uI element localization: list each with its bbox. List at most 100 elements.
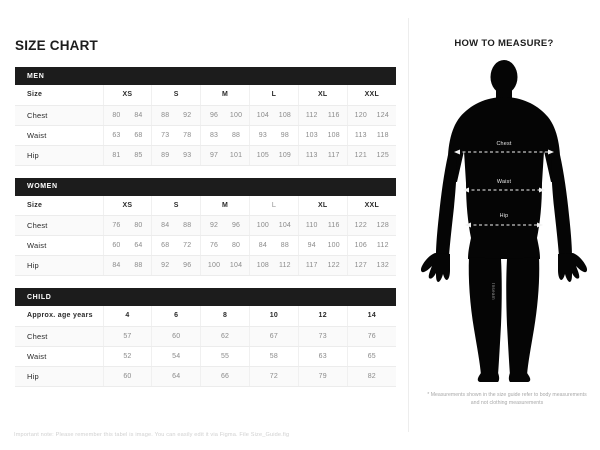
table-cell: 121 125 xyxy=(347,145,396,166)
value: 128 xyxy=(376,222,389,229)
value: 105 xyxy=(256,151,270,159)
table-cell: 127 132 xyxy=(347,255,396,276)
value: 120 xyxy=(354,111,367,119)
value-group: 76 80 xyxy=(104,222,152,229)
value-group: 100 104 xyxy=(201,262,249,269)
value-group: 93 98 xyxy=(250,132,298,139)
table-row: Chest 80 84 88 92 96 100 104 108 112 116 120 124 xyxy=(15,105,396,126)
table-cell: 112 116 xyxy=(298,105,348,126)
table-row: Chest 57 60 62 67 73 76 xyxy=(15,326,396,347)
value-group: 60 64 xyxy=(104,242,152,249)
value: 64 xyxy=(172,372,181,380)
value: 76 xyxy=(209,242,219,249)
table-cell: 113 118 xyxy=(347,125,396,146)
table-cell: 73 xyxy=(298,326,348,347)
table-cell: 122 128 xyxy=(347,215,396,236)
value: 122 xyxy=(327,262,340,269)
column-header-4: 4 xyxy=(103,306,153,327)
table-cell: 104 108 xyxy=(249,105,299,126)
value: 110 xyxy=(305,222,318,229)
table-cell: 54 xyxy=(151,346,202,367)
value: 100 xyxy=(327,242,340,249)
value-group: 106 112 xyxy=(348,242,396,249)
table-row: Hip 81 85 89 93 97 101 105 109 113 117 121 125 xyxy=(15,145,396,166)
body-figure: Chest Waist Hip Inseam xyxy=(408,55,600,385)
value: 96 xyxy=(209,111,219,119)
value: 106 xyxy=(354,242,367,249)
value-group: 84 88 xyxy=(250,242,298,249)
value-group: 66 xyxy=(201,373,249,380)
table-cell: 62 xyxy=(200,326,250,347)
value-group: 63 68 xyxy=(104,132,152,139)
value: 62 xyxy=(220,332,230,340)
value: 67 xyxy=(269,332,278,340)
table-cell: 76 80 xyxy=(103,215,153,236)
row-label: Hip xyxy=(15,366,104,387)
value: 88 xyxy=(231,131,241,139)
table-cell: 64 xyxy=(151,366,202,387)
value: 109 xyxy=(278,151,292,159)
column-header-l: L xyxy=(249,195,299,216)
table-cell: 57 xyxy=(103,326,153,347)
value: 54 xyxy=(172,352,181,360)
value-group: 121 125 xyxy=(348,152,396,159)
value-group: 67 xyxy=(250,333,298,340)
table-header-row: Approx. age years 4 6 8 10 12 14 xyxy=(15,306,396,327)
value-group: 96 100 xyxy=(201,112,249,119)
value: 96 xyxy=(183,262,192,269)
size-chart-panel: SIZE CHART MEN Size XS S M L XL XXL Chest 80 84 88 9… xyxy=(14,38,396,438)
table-cell: 58 xyxy=(249,346,299,367)
value: 92 xyxy=(183,111,192,119)
value: 112 xyxy=(279,262,291,269)
value: 97 xyxy=(209,151,219,159)
table-cell: 89 93 xyxy=(151,145,202,166)
value-group: 81 85 xyxy=(104,152,152,159)
value: 89 xyxy=(161,151,170,159)
size-sections: MEN Size XS S M L XL XXL Chest 80 84 88 92 96 100 104 10… xyxy=(15,67,396,387)
row-label: Hip xyxy=(15,255,104,276)
value: 132 xyxy=(376,262,389,269)
value: 104 xyxy=(278,222,292,229)
value: 79 xyxy=(318,372,327,380)
column-header-8: 8 xyxy=(200,306,250,327)
value-group: 63 xyxy=(299,353,347,360)
value-group: 79 xyxy=(299,373,347,380)
table-row: Chest 76 80 84 88 92 96 100 104 110 116 122 128 xyxy=(15,215,396,236)
value: 85 xyxy=(134,151,143,159)
value-group: 100 104 xyxy=(250,222,298,229)
table-cell: 60 xyxy=(151,326,202,347)
value: 84 xyxy=(258,242,267,249)
value-group: 113 118 xyxy=(348,132,396,139)
value-group: 84 88 xyxy=(152,222,200,229)
value: 117 xyxy=(305,262,318,269)
table-cell: 113 117 xyxy=(298,145,348,166)
table-cell: 106 112 xyxy=(347,235,396,256)
value-group: 97 101 xyxy=(201,152,249,159)
table-cell: 117 122 xyxy=(298,255,348,276)
column-header-m: M xyxy=(200,85,250,106)
table-cell: 63 xyxy=(298,346,348,367)
table-row: Hip 84 88 92 96 100 104 108 112 117 122 127 132 xyxy=(15,255,396,276)
table-cell: 76 80 xyxy=(200,235,250,256)
value: 100 xyxy=(207,262,221,269)
value: 60 xyxy=(172,332,181,340)
value: 113 xyxy=(354,131,367,139)
chest-label: Chest xyxy=(496,141,512,147)
table-cell: 81 85 xyxy=(103,145,153,166)
table-cell: 97 101 xyxy=(200,145,250,166)
how-to-measure-panel: HOW TO MEASURE? xyxy=(408,0,600,450)
value: 92 xyxy=(209,222,219,229)
inseam-label: Inseam xyxy=(491,283,496,300)
value-group: 76 xyxy=(348,333,396,340)
table-cell: 93 98 xyxy=(249,125,299,146)
table-cell: 55 xyxy=(200,346,250,367)
table-cell: 60 64 xyxy=(103,235,153,256)
value-group: 108 112 xyxy=(250,262,298,269)
value: 122 xyxy=(354,222,367,229)
value-group: 88 92 xyxy=(152,112,200,119)
value: 80 xyxy=(134,222,143,229)
size-table: Approx. age years 4 6 8 10 12 14 Chest 57 60 62 67 7… xyxy=(15,306,396,387)
value: 93 xyxy=(183,151,192,159)
size-section-women: WOMEN Size XS S M L XL XXL Chest 76 80 84 88 92 96 100 1… xyxy=(15,177,396,276)
row-label: Waist xyxy=(15,125,104,146)
